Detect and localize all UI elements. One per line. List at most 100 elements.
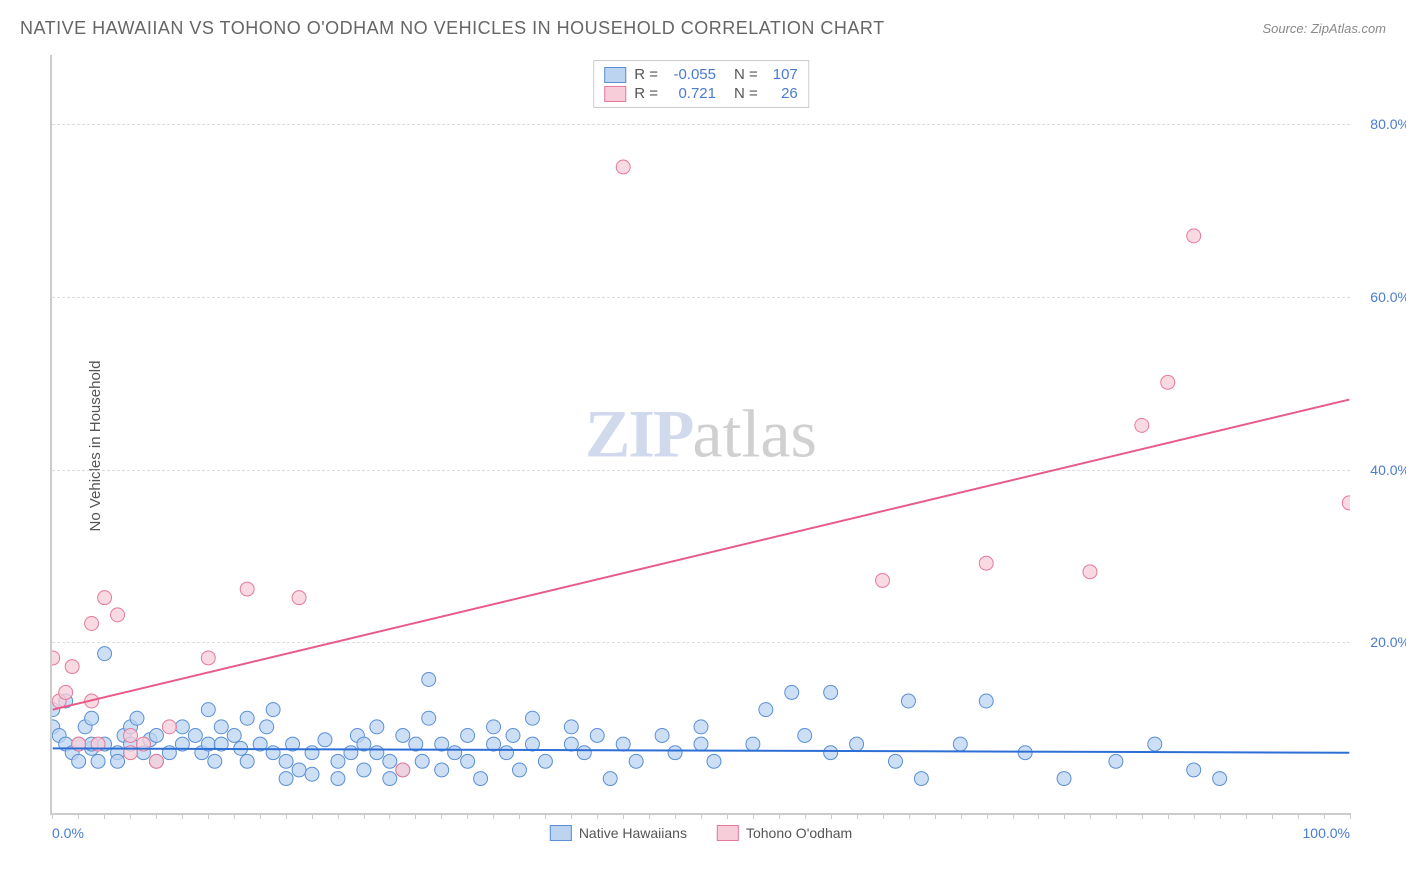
data-point	[65, 660, 79, 674]
data-point	[461, 754, 475, 768]
data-point	[461, 728, 475, 742]
y-tick-label: 20.0%	[1355, 634, 1406, 650]
data-point	[292, 763, 306, 777]
data-point	[279, 772, 293, 786]
legend-swatch-blue	[550, 825, 572, 841]
data-point	[979, 556, 993, 570]
data-point	[305, 746, 319, 760]
data-point	[785, 685, 799, 699]
data-point	[292, 591, 306, 605]
data-point	[266, 746, 280, 760]
data-point	[1083, 565, 1097, 579]
data-point	[914, 772, 928, 786]
data-point	[111, 608, 125, 622]
y-tick-label: 40.0%	[1355, 462, 1406, 478]
data-point	[305, 767, 319, 781]
legend-item: Tohono O'odham	[717, 825, 852, 841]
data-point	[1057, 772, 1071, 786]
scatter-plot-area: ZIPatlas R = -0.055 N = 107 R = 0.721 N …	[50, 55, 1350, 815]
data-point	[188, 728, 202, 742]
r-label: R =	[634, 66, 658, 83]
legend-item: Native Hawaiians	[550, 825, 687, 841]
n-label: N =	[734, 66, 758, 83]
data-point	[201, 703, 215, 717]
x-minor-ticks	[52, 813, 1350, 819]
data-point	[124, 728, 138, 742]
r-label: R =	[634, 85, 658, 102]
data-point	[175, 720, 189, 734]
r-value: 0.721	[666, 85, 716, 102]
data-point	[422, 711, 436, 725]
data-point	[629, 754, 643, 768]
data-point	[1187, 229, 1201, 243]
data-point	[746, 737, 760, 751]
data-point	[331, 772, 345, 786]
data-point	[85, 617, 99, 631]
data-point	[590, 728, 604, 742]
data-point	[130, 711, 144, 725]
data-point	[240, 582, 254, 596]
data-point	[538, 754, 552, 768]
data-point	[506, 728, 520, 742]
data-point	[415, 754, 429, 768]
data-point	[91, 754, 105, 768]
title-bar: NATIVE HAWAIIAN VS TOHONO O'ODHAM NO VEH…	[20, 18, 1386, 39]
data-point	[383, 754, 397, 768]
data-point	[1213, 772, 1227, 786]
stats-row: R = -0.055 N = 107	[604, 65, 798, 84]
data-point	[889, 754, 903, 768]
series-legend: Native Hawaiians Tohono O'odham	[550, 825, 852, 841]
data-point	[824, 685, 838, 699]
data-point	[577, 746, 591, 760]
data-point	[487, 720, 501, 734]
data-point	[525, 711, 539, 725]
data-point	[396, 763, 410, 777]
legend-swatch-pink	[717, 825, 739, 841]
x-tick-label: 0.0%	[52, 825, 84, 841]
data-point	[798, 728, 812, 742]
data-point	[1109, 754, 1123, 768]
chart-title: NATIVE HAWAIIAN VS TOHONO O'ODHAM NO VEH…	[20, 18, 885, 39]
plot-svg	[52, 55, 1350, 813]
data-point	[694, 720, 708, 734]
data-point	[474, 772, 488, 786]
data-point	[227, 728, 241, 742]
data-point	[1342, 496, 1350, 510]
data-point	[98, 647, 112, 661]
data-point	[72, 754, 86, 768]
data-point	[564, 737, 578, 751]
data-point	[331, 754, 345, 768]
data-point	[59, 685, 73, 699]
data-point	[279, 754, 293, 768]
data-point	[616, 160, 630, 174]
data-point	[396, 728, 410, 742]
data-point	[318, 733, 332, 747]
data-point	[448, 746, 462, 760]
data-point	[603, 772, 617, 786]
data-point	[1018, 746, 1032, 760]
data-point	[266, 703, 280, 717]
data-point	[370, 746, 384, 760]
data-point	[52, 651, 60, 665]
data-point	[240, 711, 254, 725]
data-point	[1187, 763, 1201, 777]
data-point	[370, 720, 384, 734]
data-point	[422, 673, 436, 687]
data-point	[344, 746, 358, 760]
trend-line	[53, 400, 1350, 710]
data-point	[694, 737, 708, 751]
data-point	[240, 754, 254, 768]
data-point	[512, 763, 526, 777]
data-point	[876, 573, 890, 587]
data-point	[201, 651, 215, 665]
data-point	[1161, 375, 1175, 389]
data-point	[901, 694, 915, 708]
data-point	[500, 746, 514, 760]
data-point	[98, 591, 112, 605]
source-attribution: Source: ZipAtlas.com	[1262, 21, 1386, 36]
n-value: 26	[766, 85, 798, 102]
x-tick-label: 100.0%	[1303, 825, 1350, 841]
data-point	[149, 754, 163, 768]
data-point	[149, 728, 163, 742]
legend-swatch-blue	[604, 67, 626, 83]
